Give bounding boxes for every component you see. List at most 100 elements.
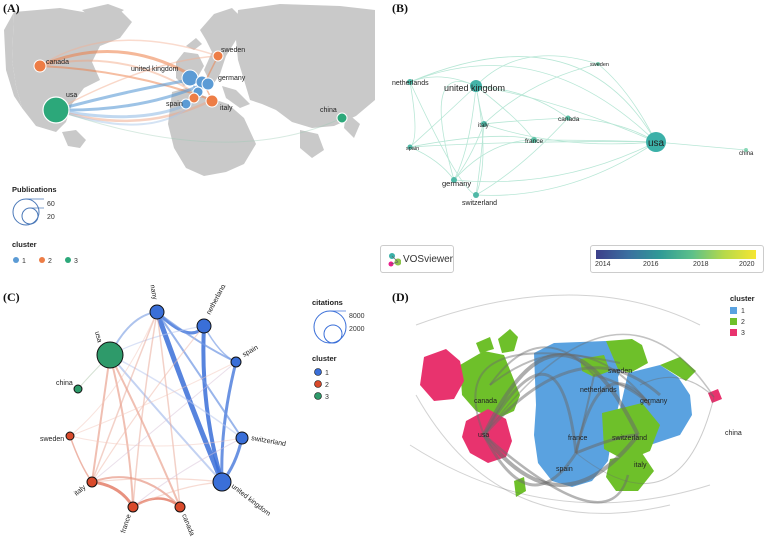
label-sweden: sweden	[221, 47, 245, 54]
svg-text:3: 3	[741, 330, 745, 337]
region-switzerland[interactable]	[602, 403, 660, 461]
svg-text:2000: 2000	[349, 326, 365, 333]
node-sweden[interactable]	[596, 62, 600, 66]
region-italy[interactable]	[606, 453, 654, 491]
svg-text:3: 3	[325, 394, 329, 401]
node-sweden[interactable]	[212, 50, 224, 62]
vos-links	[409, 55, 747, 196]
svg-text:1: 1	[741, 308, 745, 315]
world-map-land	[4, 4, 375, 176]
node-italy[interactable]	[86, 476, 98, 488]
node-sweden[interactable]	[65, 431, 75, 441]
label-netherlands: netherlands	[206, 285, 230, 316]
citations-legend: citations 8000 2000	[312, 298, 365, 344]
node-france[interactable]	[127, 501, 139, 513]
region-canada-north	[498, 329, 518, 353]
panel-c-tag: (C)	[3, 290, 20, 304]
label-united-kingdom: united kingdom	[131, 66, 179, 73]
cluster-legend-d: cluster 1 2 3	[730, 294, 755, 337]
node-canada[interactable]	[174, 501, 186, 513]
colorbar-tick-2020: 2020	[739, 261, 755, 268]
label-germany: germany	[640, 398, 668, 405]
svg-text:1: 1	[22, 258, 26, 265]
region-east	[660, 357, 696, 381]
region-sweden[interactable]	[606, 339, 648, 373]
node-united-kingdom[interactable]	[212, 472, 232, 492]
node-spain[interactable]	[230, 356, 242, 368]
node-germany[interactable]	[201, 77, 215, 91]
node-china[interactable]	[336, 112, 348, 124]
node-germany[interactable]	[149, 304, 165, 320]
node-usa[interactable]	[646, 132, 666, 152]
region-china[interactable]	[708, 389, 722, 403]
map-links	[38, 39, 343, 143]
node-canada[interactable]	[33, 59, 47, 73]
region-us-west[interactable]	[420, 349, 464, 401]
label-united-kingdom: united kingdom	[230, 483, 272, 518]
label-canada: canada	[558, 116, 580, 123]
label-italy: italy	[73, 484, 87, 498]
node-usa[interactable]	[42, 96, 70, 124]
node-spain[interactable]	[180, 98, 192, 110]
node-switzerland[interactable]	[235, 431, 249, 445]
node-united-kingdom[interactable]	[470, 80, 482, 92]
label-switzerland: switzerland	[612, 435, 647, 442]
region-canada-islands	[476, 337, 494, 353]
label-china: china	[320, 107, 337, 114]
node-spain[interactable]	[407, 144, 413, 150]
svg-text:1: 1	[325, 370, 329, 377]
colorbar-gradient	[596, 250, 756, 259]
svg-text:2: 2	[48, 258, 52, 265]
vosviewer-badge[interactable]: VOSviewer	[380, 245, 454, 273]
node-germany[interactable]	[451, 177, 457, 183]
vosviewer-logo-icon	[388, 253, 401, 267]
label-canada: canada	[180, 513, 195, 537]
node-canada[interactable]	[565, 115, 571, 121]
label-usa: usa	[66, 92, 77, 99]
panel-d-map: canada usa sweden netherlands germany fr…	[409, 294, 755, 514]
label-canada: canada	[474, 398, 497, 405]
node-italy[interactable]	[205, 94, 219, 108]
node-china[interactable]	[744, 148, 748, 152]
label-sweden: sweden	[590, 62, 609, 68]
label-spain: spain	[556, 466, 573, 473]
label-china: china	[725, 430, 742, 437]
vosviewer-label: VOSviewer	[402, 253, 453, 265]
label-usa: usa	[93, 331, 103, 344]
node-netherlands[interactable]	[196, 318, 212, 334]
node-switzerland[interactable]	[473, 192, 479, 198]
svg-text:2: 2	[741, 319, 745, 326]
svg-text:2: 2	[325, 382, 329, 389]
node-china[interactable]	[73, 384, 83, 394]
panel-b-tag: (B)	[392, 1, 408, 15]
label-switzerland: switzerland	[462, 200, 497, 207]
panel-a-map: canada usa united kingdom sweden germany…	[4, 4, 375, 265]
panel-c-chord: usa germany netherlands spain switzerlan…	[40, 272, 365, 537]
cartogram-links	[409, 294, 715, 514]
node-united-kingdom[interactable]	[181, 69, 199, 87]
node-france[interactable]	[531, 137, 537, 143]
node-usa[interactable]	[96, 341, 124, 369]
label-italy: italy	[220, 105, 233, 112]
colorbar-tick-2016: 2016	[643, 261, 659, 268]
panel-a: (A)	[0, 0, 380, 270]
chord-nodes	[65, 304, 249, 513]
label-usa: usa	[648, 138, 665, 149]
label-spain: spain	[166, 101, 183, 108]
label-netherlands: netherlands	[392, 80, 429, 87]
node-italy[interactable]	[481, 121, 487, 127]
panel-d: (D)	[380, 285, 767, 542]
vos-nodes	[407, 62, 748, 198]
panel-a-tag: (A)	[3, 1, 20, 15]
svg-text:cluster: cluster	[730, 294, 755, 303]
label-spain: spain	[406, 146, 419, 152]
label-sweden: sweden	[40, 436, 64, 443]
year-colorbar: 2014 2016 2018 2020	[590, 245, 764, 273]
label-netherlands: netherlands	[580, 387, 617, 394]
node-netherlands[interactable]	[407, 79, 413, 85]
publications-legend: Publications 60 20	[12, 185, 57, 226]
label-china: china	[739, 151, 754, 157]
label-italy: italy	[478, 123, 489, 129]
label-china: china	[56, 380, 73, 387]
map-nodes	[33, 50, 348, 124]
